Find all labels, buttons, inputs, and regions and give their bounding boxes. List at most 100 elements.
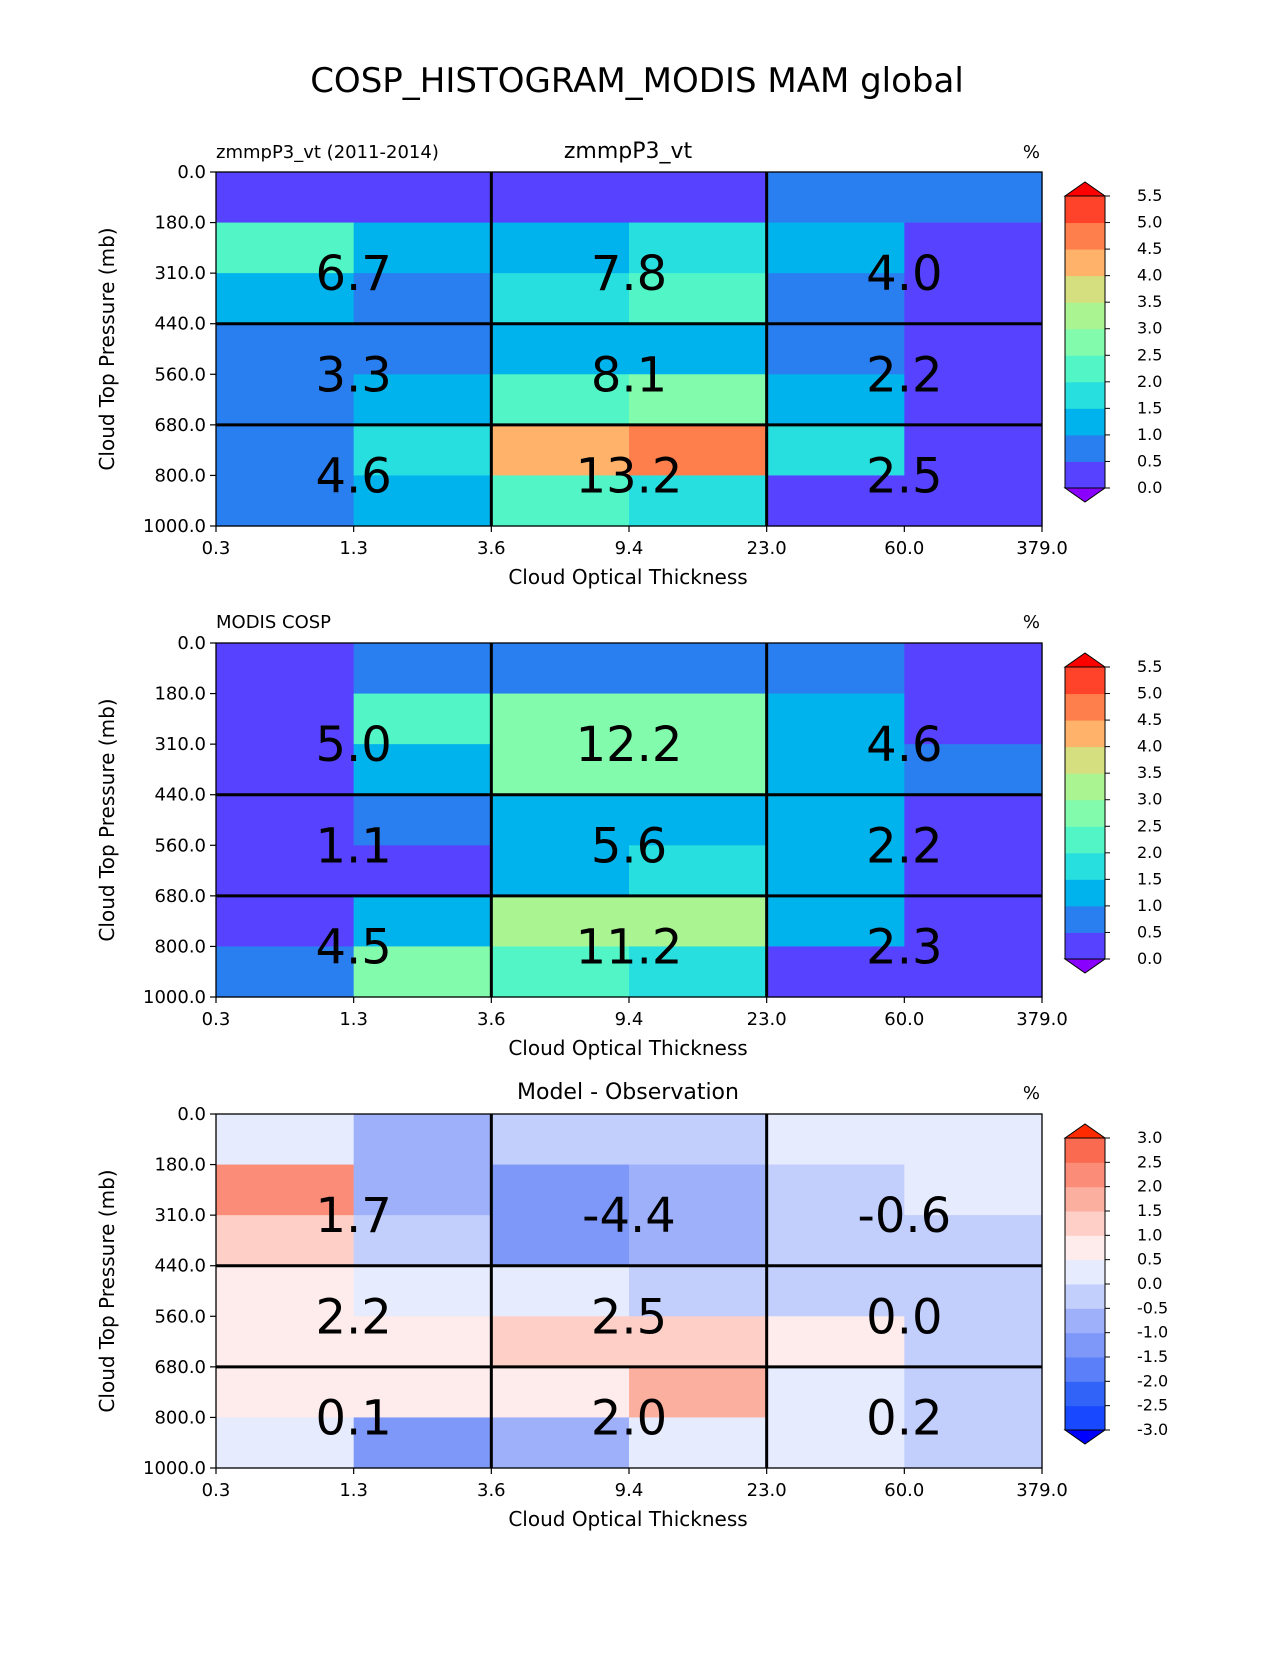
- colorbar: -3.0 -2.5 -2.0 -1.5 -1.0 -0.5 0.0 0.5 1.0 1.5 2.0 2…: [1063, 1123, 1168, 1445]
- heatmap-cell: [629, 744, 768, 796]
- y-tick-label: 680.0: [154, 886, 206, 907]
- heatmap-cell: [491, 1164, 630, 1216]
- heatmap-cell: [491, 744, 630, 796]
- heatmap-cell: [216, 1417, 355, 1469]
- heatmap-cell: [766, 1316, 905, 1368]
- group-value-label: -4.4: [582, 1188, 676, 1244]
- colorbar-tick-label: -2.5: [1137, 1396, 1168, 1415]
- x-tick-label: 23.0: [747, 1009, 787, 1030]
- x-tick-label: 379.0: [1016, 1480, 1068, 1501]
- colorbar-tick-label: 2.5: [1137, 345, 1162, 364]
- heatmap-cell: [629, 475, 768, 527]
- x-tick-label: 0.3: [202, 1480, 231, 1501]
- colorbar-segment: [1065, 1138, 1105, 1163]
- y-tick-label: 560.0: [154, 364, 206, 385]
- heatmap-cell: [353, 475, 492, 527]
- heatmap-cell: [491, 693, 630, 745]
- heatmap-cell: [904, 1417, 1043, 1469]
- panel-obs-subtitle: MODIS COSP: [216, 612, 331, 633]
- heatmap-cell: [904, 1215, 1043, 1267]
- colorbar-segment: [1065, 1308, 1105, 1334]
- heatmap-cell: [766, 273, 905, 325]
- y-tick-label: 440.0: [154, 785, 206, 806]
- y-tick-label: 560.0: [154, 1306, 206, 1327]
- group-value-label: 1.7: [315, 1188, 391, 1244]
- x-tick-label: 1.3: [339, 1009, 368, 1030]
- heatmap-cell: [491, 1366, 630, 1419]
- colorbar-frame: [1064, 666, 1106, 960]
- heatmap-cell: [766, 845, 905, 897]
- heatmap-cell: [491, 374, 630, 426]
- group-value-label: 2.2: [315, 1289, 391, 1345]
- heatmap-cell: [491, 895, 630, 948]
- heatmap-cell: [353, 172, 492, 224]
- heatmap-cell: [216, 1265, 355, 1317]
- heatmap-cell: [766, 744, 905, 796]
- heatmap-cell: [629, 895, 768, 948]
- group-value-label: 4.0: [866, 246, 942, 302]
- heatmap-cell: [629, 424, 768, 477]
- heatmap-cell: [629, 1164, 768, 1216]
- colorbar-tick-label: -0.5: [1137, 1298, 1168, 1317]
- heatmap-cell: [904, 424, 1043, 477]
- colorbar-segment: [1065, 932, 1105, 960]
- heatmap-cell: [766, 794, 905, 846]
- group-value-label: -0.6: [858, 1188, 952, 1244]
- heatmap-cell: [491, 1114, 630, 1166]
- colorbar-tick-label: -1.5: [1137, 1347, 1168, 1366]
- colorbar-segment: [1065, 196, 1105, 224]
- heatmap-cell: [216, 643, 355, 695]
- colorbar-tick-label: 3.5: [1137, 763, 1162, 782]
- colorbar-frame: [1064, 195, 1106, 489]
- heatmap-cell: [629, 693, 768, 745]
- panel-diff-plot: 0.3 1.3 3.6 9.4 23.0 60.0 379.0 0.0 180.0 310.0 44…: [143, 1104, 1168, 1501]
- y-tick-label: 0.0: [177, 1104, 206, 1125]
- heatmap-cell: [766, 1164, 905, 1216]
- colorbar-tick-label: 3.0: [1137, 790, 1162, 809]
- panel-model: zmmpP3_vt (2011-2014) zmmpP3_vt % Cloud …: [95, 139, 1040, 589]
- colorbar-tick-label: 4.0: [1137, 266, 1162, 285]
- colorbar-tick-label: 1.5: [1137, 1201, 1162, 1220]
- x-tick-label: 9.4: [615, 1009, 644, 1030]
- colorbar-tick-label: 2.0: [1137, 843, 1162, 862]
- heatmap-cell: [353, 323, 492, 375]
- x-tick-label: 379.0: [1016, 1009, 1068, 1030]
- heatmap-cell: [491, 1215, 630, 1267]
- panel-diff-ylabel: Cloud Top Pressure (mb): [95, 1169, 119, 1412]
- x-tick-label: 0.3: [202, 538, 231, 559]
- colorbar-tick-label: 5.5: [1137, 186, 1162, 205]
- x-tick-label: 3.6: [477, 1480, 506, 1501]
- group-value-label: 6.7: [315, 246, 391, 302]
- group-value-label: 4.6: [866, 717, 942, 773]
- colorbar-tick-label: 3.0: [1137, 319, 1162, 338]
- x-tick-label: 1.3: [339, 538, 368, 559]
- heatmap-cell: [216, 1114, 355, 1166]
- heatmap-cell: [904, 273, 1043, 325]
- heatmap-cell: [904, 693, 1043, 745]
- group-value-label: 4.5: [315, 919, 391, 975]
- heatmap-cell: [766, 374, 905, 426]
- panel-obs-xlabel: Cloud Optical Thickness: [508, 1036, 747, 1060]
- colorbar-tick-label: 1.5: [1137, 398, 1162, 417]
- colorbar-tick-label: -1.0: [1137, 1323, 1168, 1342]
- heatmap-cell: [491, 1265, 630, 1317]
- heatmap-cell: [629, 946, 768, 998]
- heatmap-cell: [491, 323, 630, 375]
- heatmap-cell: [491, 845, 630, 897]
- heatmap-cell: [216, 845, 355, 897]
- x-tick-label: 9.4: [615, 538, 644, 559]
- colorbar-segment: [1065, 1162, 1105, 1188]
- heatmap-cell: [629, 222, 768, 274]
- group-value-label: 2.3: [866, 919, 942, 975]
- heatmap-cell: [904, 222, 1043, 274]
- heatmap-cell: [766, 895, 905, 948]
- y-tick-label: 560.0: [154, 835, 206, 856]
- panel-model-subtitle: zmmpP3_vt (2011-2014): [216, 142, 439, 163]
- group-value-label: 2.5: [866, 448, 942, 504]
- colorbar-tick-label: 2.0: [1137, 372, 1162, 391]
- group-value-label: 3.3: [315, 347, 391, 403]
- heatmap-cell: [491, 172, 630, 224]
- heatmap-cell: [353, 1265, 492, 1317]
- panel-model-title: zmmpP3_vt: [564, 139, 693, 164]
